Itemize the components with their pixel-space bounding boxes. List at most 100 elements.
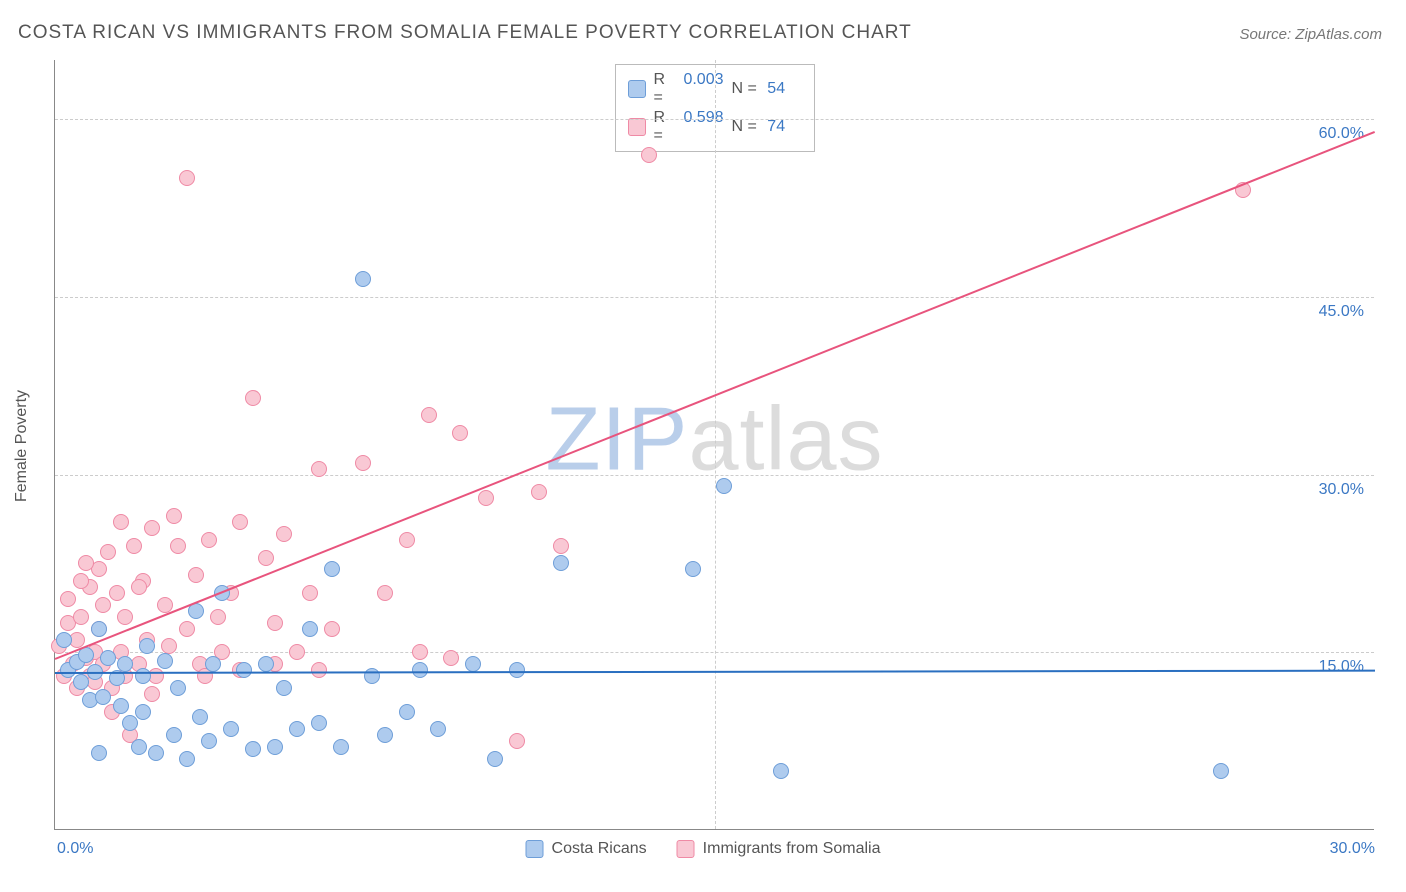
point-somalia [144,686,160,702]
point-somalia [641,147,657,163]
series-legend: Costa Ricans Immigrants from Somalia [526,840,881,858]
point-costa_ricans [170,680,186,696]
point-somalia [478,490,494,506]
point-costa_ricans [135,668,151,684]
point-somalia [109,585,125,601]
point-costa_ricans [245,741,261,757]
point-somalia [210,609,226,625]
point-somalia [95,597,111,613]
point-costa_ricans [117,656,133,672]
point-costa_ricans [487,751,503,767]
point-costa_ricans [430,721,446,737]
point-somalia [245,390,261,406]
point-somalia [73,573,89,589]
point-costa_ricans [135,704,151,720]
point-somalia [258,550,274,566]
gridline-v [715,60,716,829]
legend-swatch [628,80,646,98]
point-somalia [179,621,195,637]
point-costa_ricans [131,739,147,755]
point-costa_ricans [223,721,239,737]
point-costa_ricans [166,727,182,743]
point-somalia [267,615,283,631]
point-costa_ricans [91,745,107,761]
source-attribution: Source: ZipAtlas.com [1239,26,1382,43]
point-costa_ricans [100,650,116,666]
point-somalia [131,579,147,595]
point-somalia [201,532,217,548]
point-costa_ricans [122,715,138,731]
point-somalia [509,733,525,749]
point-somalia [100,544,116,560]
point-somalia [452,425,468,441]
plot-area: ZIPatlas R = 0.003N = 54R = 0.598N = 74 … [54,60,1374,830]
ytick-label: 60.0% [1319,125,1364,143]
point-somalia [377,585,393,601]
point-somalia [311,662,327,678]
legend-item-somalia: Immigrants from Somalia [677,840,881,858]
point-somalia [60,591,76,607]
point-costa_ricans [258,656,274,672]
point-costa_ricans [1213,763,1229,779]
point-costa_ricans [289,721,305,737]
legend-swatch [628,118,646,136]
point-costa_ricans [324,561,340,577]
legend-label: Costa Ricans [552,840,647,858]
point-somalia [531,484,547,500]
point-somalia [188,567,204,583]
point-costa_ricans [276,680,292,696]
xtick-label: 30.0% [1330,840,1375,858]
point-somalia [144,520,160,536]
point-somalia [399,532,415,548]
point-costa_ricans [148,745,164,761]
point-costa_ricans [355,271,371,287]
point-costa_ricans [773,763,789,779]
point-costa_ricans [412,662,428,678]
point-costa_ricans [192,709,208,725]
point-somalia [232,514,248,530]
point-somalia [443,650,459,666]
ytick-label: 45.0% [1319,303,1364,321]
ytick-label: 15.0% [1319,658,1364,676]
point-costa_ricans [236,662,252,678]
point-costa_ricans [465,656,481,672]
point-costa_ricans [399,704,415,720]
chart-container: COSTA RICAN VS IMMIGRANTS FROM SOMALIA F… [0,0,1406,892]
point-costa_ricans [205,656,221,672]
xtick-label: 0.0% [57,840,93,858]
point-costa_ricans [56,632,72,648]
point-costa_ricans [377,727,393,743]
legend-swatch [526,840,544,858]
legend-r: R = 0.003 [654,71,724,107]
point-somalia [78,555,94,571]
legend-label: Immigrants from Somalia [703,840,881,858]
y-axis-label: Female Poverty [13,390,31,502]
point-costa_ricans [716,478,732,494]
point-somalia [302,585,318,601]
chart-title: COSTA RICAN VS IMMIGRANTS FROM SOMALIA F… [18,22,912,44]
point-costa_ricans [139,638,155,654]
point-costa_ricans [302,621,318,637]
legend-n: N = 74 [732,118,802,136]
legend-n: N = 54 [732,80,802,98]
point-somalia [170,538,186,554]
legend-r: R = 0.598 [654,109,724,145]
point-somalia [421,407,437,423]
point-somalia [113,514,129,530]
point-costa_ricans [113,698,129,714]
point-somalia [73,609,89,625]
point-somalia [324,621,340,637]
point-costa_ricans [333,739,349,755]
legend-swatch [677,840,695,858]
point-costa_ricans [311,715,327,731]
point-costa_ricans [267,739,283,755]
point-costa_ricans [685,561,701,577]
point-costa_ricans [201,733,217,749]
point-costa_ricans [509,662,525,678]
point-costa_ricans [91,621,107,637]
point-somalia [412,644,428,660]
point-somalia [553,538,569,554]
point-somalia [179,170,195,186]
point-costa_ricans [95,689,111,705]
point-somalia [289,644,305,660]
